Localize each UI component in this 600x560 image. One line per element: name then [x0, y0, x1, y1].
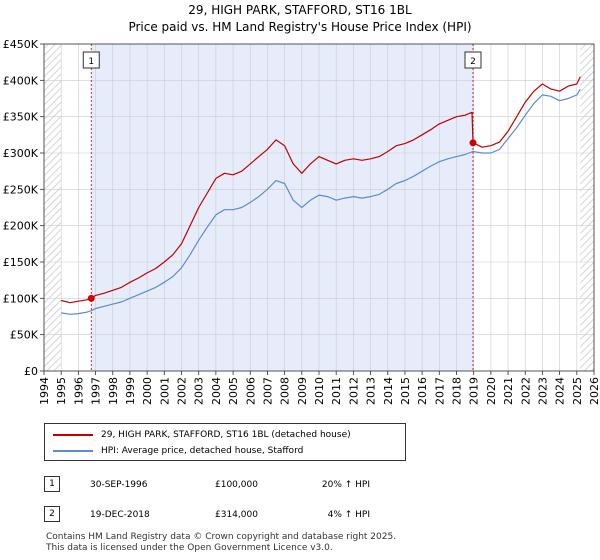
x-tick-label: 2016: [416, 377, 429, 405]
chart-legend: 29, HIGH PARK, STAFFORD, ST16 1BL (detac…: [44, 423, 406, 461]
sale-price: £100,000: [215, 480, 258, 490]
footer-copyright: Contains HM Land Registry data © Crown c…: [46, 532, 397, 542]
x-tick-label: 2025: [571, 377, 584, 405]
x-tick-label: 2024: [554, 377, 567, 405]
y-tick-label: £100K: [3, 292, 39, 305]
x-tick-label: 1994: [38, 377, 51, 405]
y-tick-label: £300K: [3, 147, 39, 160]
no-data-region-right: [580, 44, 594, 371]
x-tick-label: 2000: [141, 377, 154, 405]
no-data-region-left: [44, 44, 62, 371]
x-tick-label: 2026: [588, 377, 600, 405]
x-tick-label: 2002: [176, 377, 189, 405]
legend-label-hpi: HPI: Average price, detached house, Staf…: [101, 446, 304, 456]
y-tick-label: £250K: [3, 183, 39, 196]
x-tick-label: 2013: [365, 377, 378, 405]
x-tick-label: 2018: [451, 377, 464, 405]
x-tick-label: 2020: [485, 377, 498, 405]
y-tick-label: £0: [24, 365, 38, 378]
sale-label-box: [82, 51, 100, 69]
y-tick-label: £350K: [3, 111, 39, 124]
sale-hpi-delta: 20% ↑ HPI: [321, 480, 370, 490]
x-tick-label: 2005: [227, 377, 240, 405]
legend-swatch-property: [53, 434, 93, 436]
x-tick-label: 1998: [107, 377, 120, 405]
x-tick-label: 2015: [399, 377, 412, 405]
property-price-line: [61, 76, 581, 304]
x-tick-label: 2009: [296, 377, 309, 405]
x-tick-label: 2021: [502, 377, 515, 405]
hpi-line: [61, 88, 581, 315]
sale-hpi-delta: 4% ↑ HPI: [327, 510, 370, 520]
y-tick-label: £150K: [3, 256, 39, 269]
x-tick-label: 1995: [55, 377, 68, 405]
x-tick-label: 2012: [347, 377, 360, 405]
x-tick-label: 2019: [468, 377, 481, 405]
x-tick-label: 2006: [244, 377, 257, 405]
sale-date: 30-SEP-1996: [90, 480, 148, 490]
footer-licence: This data is licensed under the Open Gov…: [46, 543, 333, 553]
sale-row: 2 19-DEC-2018 £314,000 4% ↑ HPI: [0, 505, 600, 525]
x-tick-label: 2017: [433, 377, 446, 405]
sale-label-number: 1: [88, 57, 94, 67]
legend-label-property: 29, HIGH PARK, STAFFORD, ST16 1BL (detac…: [101, 430, 351, 440]
x-tick-label: 1997: [90, 377, 103, 405]
x-tick-label: 2001: [158, 377, 171, 405]
x-tick-label: 2023: [536, 377, 549, 405]
sale-label-box: [464, 51, 482, 69]
x-tick-label: 1999: [124, 377, 137, 405]
legend-item-property: 29, HIGH PARK, STAFFORD, ST16 1BL (detac…: [45, 427, 405, 443]
x-tick-label: 2022: [519, 377, 532, 405]
sale-row: 1 30-SEP-1996 £100,000 20% ↑ HPI: [0, 475, 600, 495]
x-tick-label: 2008: [279, 377, 292, 405]
y-tick-label: £450K: [3, 38, 39, 51]
x-tick-label: 1996: [72, 377, 85, 405]
x-tick-label: 2003: [193, 377, 206, 405]
x-tick-label: 2011: [330, 377, 343, 405]
chart-title: 29, HIGH PARK, STAFFORD, ST16 1BL: [188, 3, 412, 17]
x-tick-label: 2010: [313, 377, 326, 405]
ownership-period-shade: [91, 44, 473, 371]
sale-number-badge: 1: [44, 476, 60, 492]
y-tick-label: £200K: [3, 220, 39, 233]
y-tick-label: £50K: [10, 329, 39, 342]
sale-marker: [469, 139, 477, 147]
y-tick-label: £400K: [3, 74, 39, 87]
sale-marker: [87, 294, 95, 302]
x-tick-label: 2014: [382, 377, 395, 405]
legend-swatch-hpi: [53, 450, 93, 452]
sale-label-number: 2: [470, 57, 476, 67]
sale-price: £314,000: [215, 510, 258, 520]
legend-item-hpi: HPI: Average price, detached house, Staf…: [45, 443, 405, 459]
price-chart: 1 2 £0 £50K £100K £150K £200K £250K £300K £350K £…: [3, 38, 600, 405]
x-tick-label: 2004: [210, 377, 223, 405]
sale-number-badge: 2: [44, 506, 60, 522]
sale-date: 19-DEC-2018: [90, 510, 150, 520]
x-tick-label: 2007: [261, 377, 274, 405]
chart-subtitle: Price paid vs. HM Land Registry's House …: [128, 20, 472, 34]
